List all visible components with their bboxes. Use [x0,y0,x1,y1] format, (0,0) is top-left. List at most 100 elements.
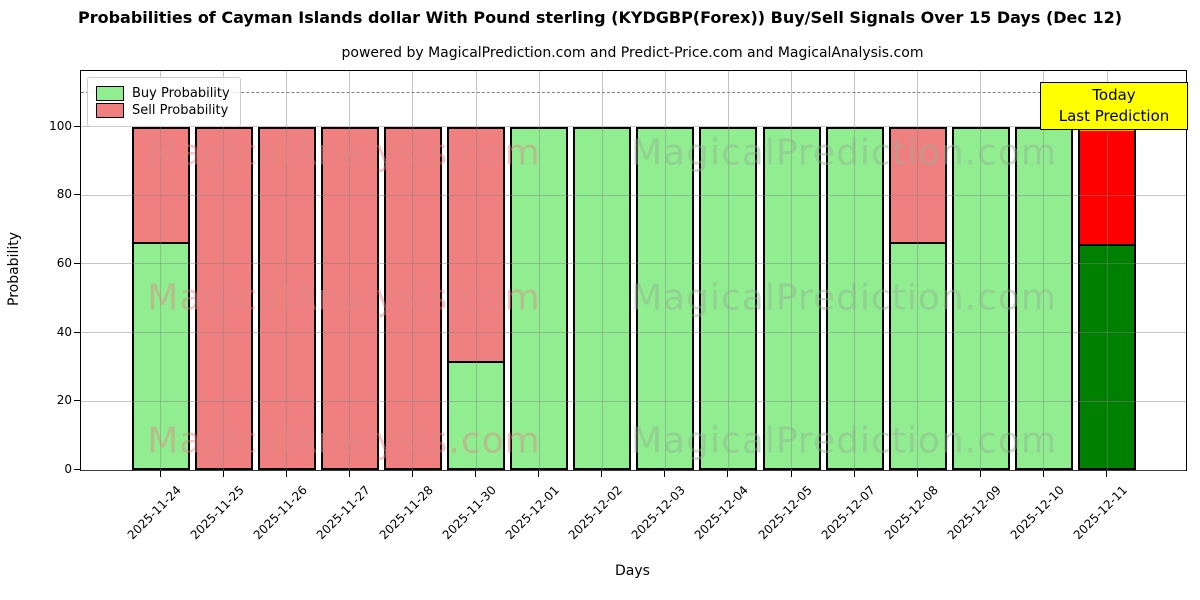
sell-segment [133,128,188,244]
legend-row: Buy Probability [96,86,230,101]
x-tick-mark [853,471,855,477]
x-tick-mark [601,471,603,477]
x-tick-mark [916,471,918,477]
v-gridline [791,71,792,470]
x-tick-mark [285,471,287,477]
v-gridline [223,71,225,470]
y-tick-mark [74,469,80,470]
x-tick-mark [411,471,413,477]
plot-area: MagicalAnalysis.com MagicalPrediction.com… [80,70,1187,471]
y-tick-label: 20 [56,393,72,408]
x-tick-mark [1042,471,1044,477]
x-tick-mark [979,471,981,477]
x-tick-mark [1106,471,1107,477]
x-tick-mark [790,471,792,477]
watermark-text: MagicalAnalysis.com [147,132,541,174]
bar-2025-12-10 [1014,126,1073,470]
buy-segment [449,362,503,468]
bar-2025-11-25 [194,126,253,470]
x-tick-mark [538,471,540,477]
bar-2025-12-11 [1078,126,1136,470]
annotation-line-2: Last Prediction [1058,107,1170,125]
x-tick-mark [664,471,666,477]
sell-segment [322,128,377,468]
h-gridline [81,400,1186,402]
bar-2025-12-04 [699,126,758,470]
y-tick-label: 60 [56,255,72,270]
buy-segment [512,128,567,468]
buy-segment [764,128,819,468]
y-tick-label: 100 [49,118,72,133]
h-gridline [81,194,1186,196]
bar-2025-12-03 [636,126,695,470]
bar-2025-12-05 [762,126,821,470]
buy-segment [701,128,756,468]
legend-swatch-icon [96,103,124,118]
bar-2025-12-07 [825,126,884,470]
bar-2025-12-08 [888,126,947,470]
buy-segment [638,128,693,468]
today-annotation: Today Last Prediction [1040,82,1188,130]
h-gridline [81,126,1186,127]
legend-swatch-icon [96,86,124,101]
y-tick-label: 0 [64,462,72,476]
v-gridline [1106,71,1108,470]
dashed-guide-line [81,92,1186,94]
bar-2025-11-30 [447,126,505,470]
chart-title: Probabilities of Cayman Islands dollar W… [77,8,1123,27]
buy-segment [953,128,1008,468]
bar-2025-12-02 [573,126,632,470]
x-axis-label: Days [615,563,650,579]
bar-2025-11-28 [383,126,442,470]
y-tick-label: 80 [56,187,72,202]
watermark-text: MagicalPrediction.com [631,277,1057,319]
v-gridline [412,71,414,470]
x-tick-mark [159,471,161,477]
buy-segment [133,243,188,468]
y-tick-mark [74,194,80,196]
h-gridline [81,263,1186,265]
v-gridline [727,71,729,470]
legend: Buy Probability Sell Probability [87,77,241,127]
y-tick-mark [74,331,80,333]
v-gridline [1043,71,1045,470]
legend-label: Buy Probability [132,86,230,101]
buy-segment [890,243,945,468]
v-gridline [664,71,666,470]
buy-segment [575,128,630,468]
v-gridline [854,71,856,470]
watermark-text: MagicalPrediction.com [631,420,1057,462]
bar-2025-12-09 [951,126,1010,470]
sell-segment [385,128,440,468]
v-gridline [475,71,477,470]
v-gridline [349,71,351,470]
v-gridline [538,71,540,470]
y-tick-mark [74,262,80,264]
bar-2025-11-27 [320,126,379,470]
buy-segment [1016,128,1071,468]
annotation-line-1: Today [1092,86,1136,104]
buy-segment [1080,245,1134,468]
y-tick-mark [74,400,80,402]
watermark-text: MagicalPrediction.com [631,132,1057,174]
sell-segment [449,128,503,363]
sell-segment [259,128,314,468]
x-tick-mark [348,471,350,477]
x-tick-mark [475,471,476,477]
chart-subtitle: powered by MagicalPrediction.com and Pre… [341,45,924,61]
bar-2025-11-24 [131,126,190,470]
watermark-text: MagicalAnalysis.com [147,420,541,462]
watermark-text: MagicalAnalysis.com [147,277,541,319]
sell-segment [1080,130,1134,246]
v-gridline [286,71,288,470]
x-tick-mark [222,471,224,477]
v-gridline [601,71,603,470]
legend-label: Sell Probability [132,103,229,118]
bar-2025-11-26 [257,126,316,470]
v-gridline [160,71,161,470]
y-tick-mark [74,125,80,127]
v-gridline [980,71,982,470]
legend-row: Sell Probability [96,103,230,118]
v-gridline [917,71,919,470]
sell-segment [196,128,251,468]
